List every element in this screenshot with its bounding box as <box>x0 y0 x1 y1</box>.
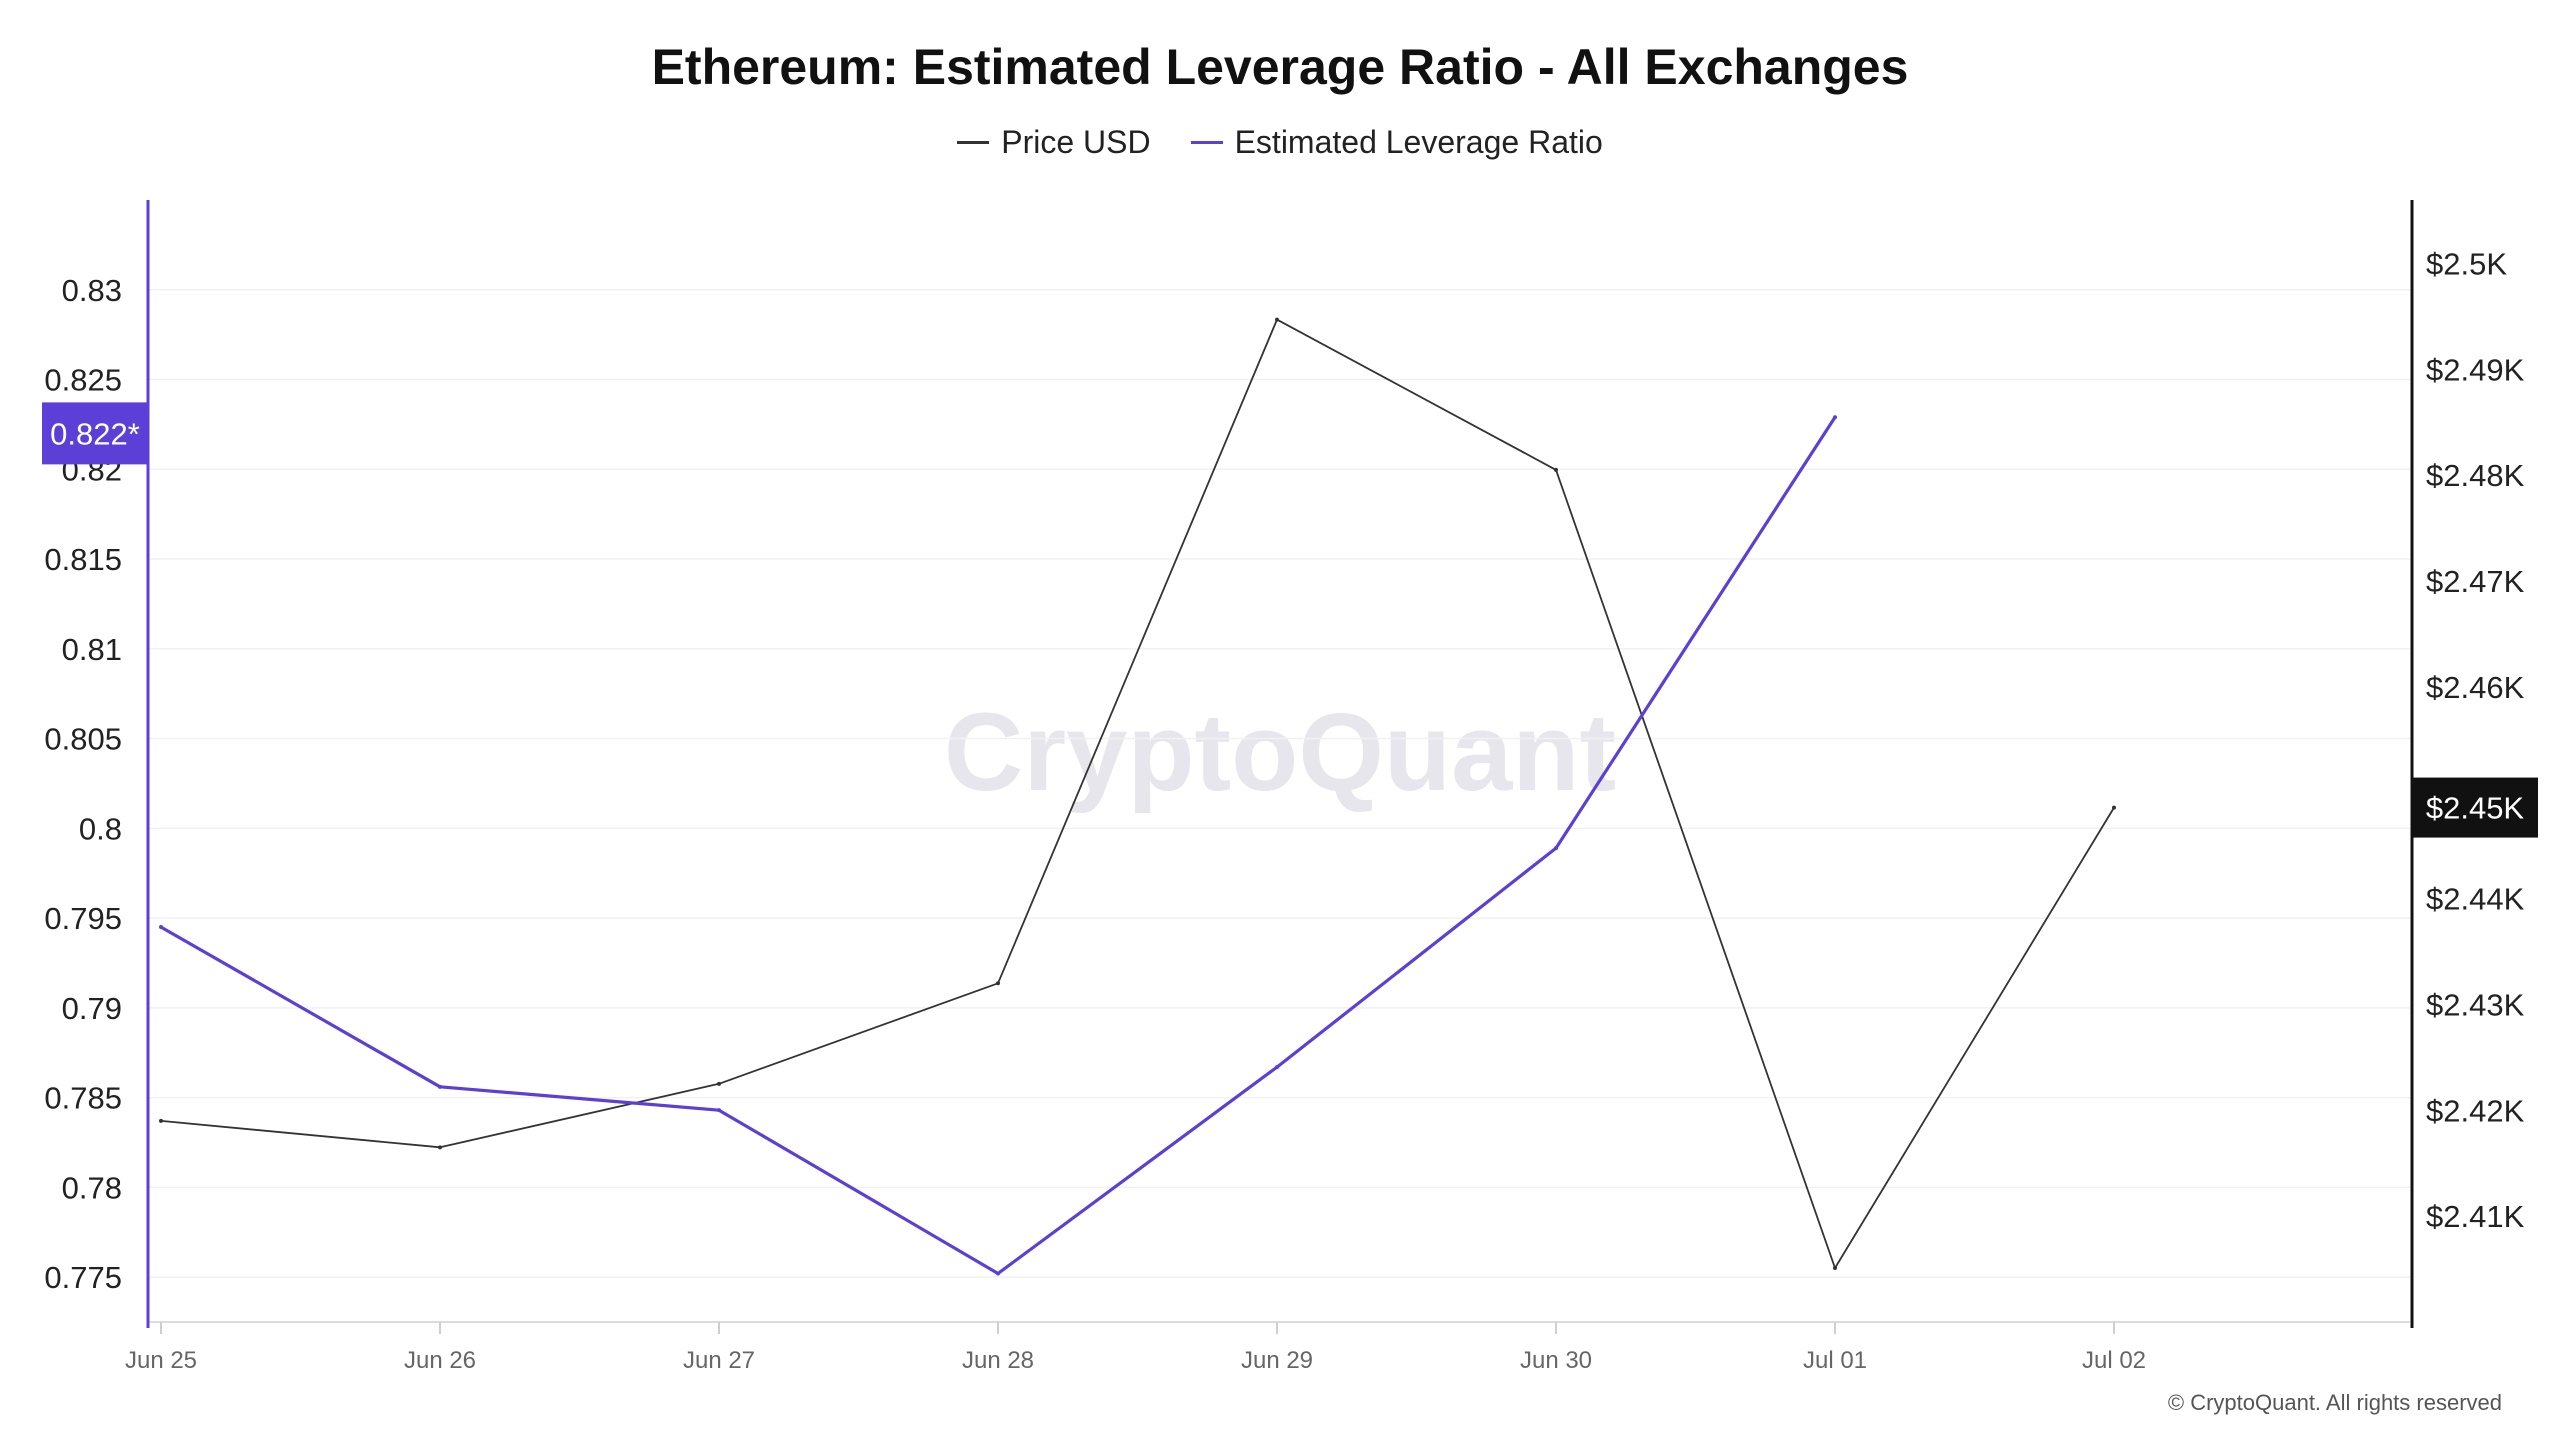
x-tick-label: Jul 02 <box>2082 1347 2146 1374</box>
legend-item-leverage[interactable]: Estimated Leverage Ratio <box>1190 124 1603 161</box>
price-usd-line-point <box>996 981 1000 986</box>
leverage-ratio-line-point <box>996 1271 1000 1276</box>
leverage-ratio-line-point <box>438 1084 442 1089</box>
price-usd-line-point <box>2112 805 2116 810</box>
right-tick-label: $2.43K <box>2426 987 2525 1022</box>
left-tick-label: 0.795 <box>44 901 122 936</box>
left-value-badge-label: 0.822* <box>50 416 140 451</box>
right-tick-label: $2.5K <box>2426 247 2507 282</box>
left-tick-label: 0.815 <box>44 542 122 577</box>
left-tick-label: 0.825 <box>44 363 122 398</box>
price-usd-line-point <box>159 1118 163 1123</box>
watermark: CryptoQuant <box>944 691 1616 814</box>
leverage-ratio-line-point <box>717 1108 721 1113</box>
right-tick-label: $2.46K <box>2426 670 2525 705</box>
copyright-notice: © CryptoQuant. All rights reserved <box>2167 1390 2502 1415</box>
leverage-ratio-line-point <box>159 925 163 930</box>
left-tick-label: 0.83 <box>62 273 122 308</box>
legend-label-price: Price USD <box>1001 124 1151 160</box>
chart-title: Ethereum: Estimated Leverage Ratio - All… <box>651 39 1909 95</box>
x-tick-label: Jun 28 <box>962 1347 1034 1374</box>
price-usd-line-point <box>1275 317 1279 322</box>
left-tick-label: 0.785 <box>44 1081 122 1116</box>
left-tick-label: 0.78 <box>62 1170 122 1205</box>
right-tick-label: $2.44K <box>2426 882 2525 917</box>
right-tick-label: $2.47K <box>2426 564 2525 599</box>
left-tick-label: 0.805 <box>44 722 122 757</box>
left-value-badge <box>42 402 148 465</box>
left-tick-label: 0.79 <box>62 991 122 1026</box>
left-tick-label: 0.81 <box>62 632 122 667</box>
legend-swatch-leverage <box>1190 141 1223 144</box>
leverage-ratio-line-point <box>1554 846 1558 851</box>
legend-swatch-price <box>957 141 990 144</box>
right-tick-label: $2.42K <box>2426 1093 2525 1128</box>
right-tick-label: $2.49K <box>2426 352 2525 387</box>
legend-label-leverage: Estimated Leverage Ratio <box>1234 124 1603 160</box>
right-value-badge-label: $2.45K <box>2426 791 2525 826</box>
x-tick-label: Jun 25 <box>125 1347 197 1374</box>
price-usd-line-point <box>1833 1266 1837 1271</box>
right-value-badge <box>2412 777 2538 838</box>
x-tick-label: Jun 26 <box>404 1347 476 1374</box>
right-tick-label: $2.48K <box>2426 458 2525 493</box>
legend-item-price[interactable]: Price USD <box>957 124 1151 161</box>
price-usd-line-point <box>438 1145 442 1150</box>
leverage-ratio-line-point <box>1275 1065 1279 1070</box>
x-tick-label: Jun 29 <box>1241 1347 1313 1374</box>
price-usd-line-point <box>717 1081 721 1086</box>
leverage-ratio-line-point <box>1833 415 1837 420</box>
price-usd-line <box>160 318 2115 1269</box>
left-tick-label: 0.775 <box>44 1260 122 1295</box>
x-tick-label: Jun 30 <box>1520 1347 1592 1374</box>
chart-legend: Price USD Estimated Leverage Ratio <box>0 124 2560 161</box>
right-tick-label: $2.41K <box>2426 1199 2525 1234</box>
x-tick-label: Jul 01 <box>1803 1347 1867 1374</box>
x-tick-label: Jun 27 <box>683 1347 755 1374</box>
price-usd-line-point <box>1554 467 1558 472</box>
left-tick-label: 0.8 <box>79 811 122 846</box>
